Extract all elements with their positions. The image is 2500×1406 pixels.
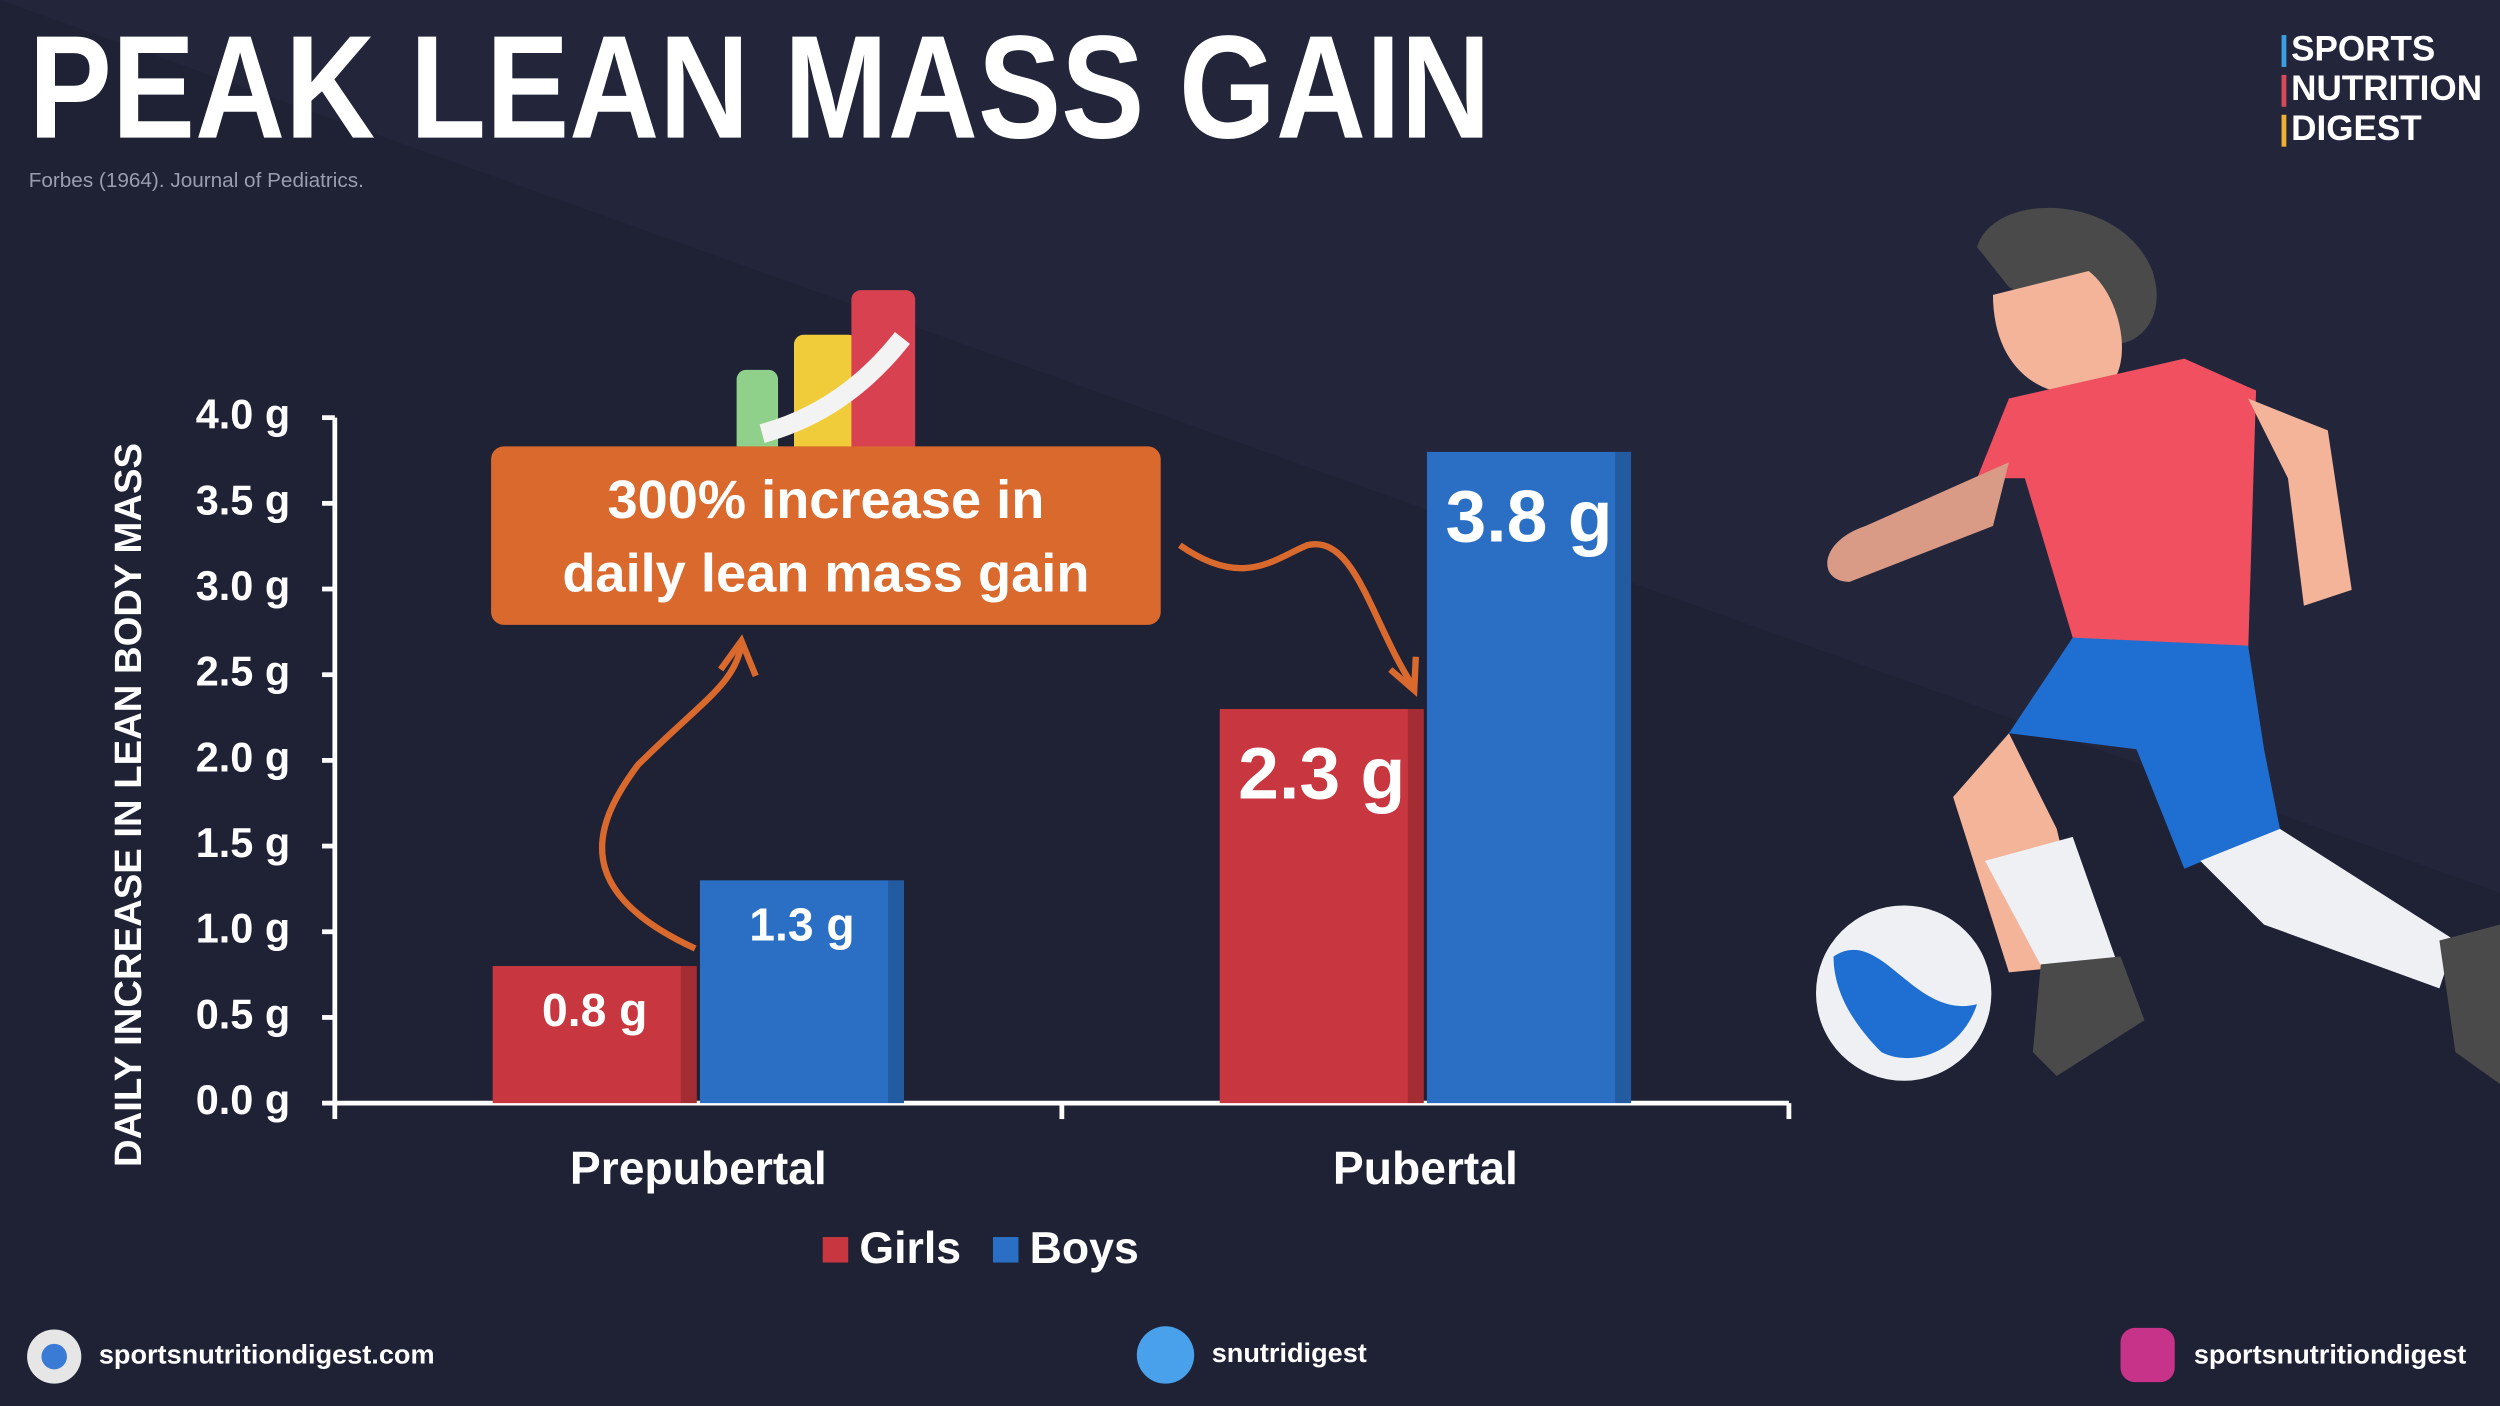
bar (699, 880, 905, 1104)
arrow-head (1388, 656, 1420, 697)
brand-logo: SPORTS NUTRITION DIGEST (2281, 29, 2482, 148)
y-axis-label: DAILY INCREASE IN LEAN BODY MASS (107, 443, 150, 1167)
shoe (2032, 956, 2145, 1077)
legend-swatch (822, 1237, 849, 1263)
y-tick-label: 3.5 g (196, 476, 290, 523)
brand-stripe (2281, 35, 2287, 67)
x-tick-label: Prepubertal (570, 1142, 827, 1194)
bar-edge (888, 880, 905, 1104)
brand-text: SPORTS (2291, 29, 2435, 68)
icon-bar (851, 290, 916, 460)
icon-bar (736, 369, 779, 460)
brand-stripe (2281, 114, 2287, 147)
instagram-icon (2120, 1327, 2175, 1383)
icon-arrow (759, 332, 910, 443)
head (1992, 270, 2122, 395)
bar-edge (1407, 708, 1424, 1104)
annotation-text: 300% increase in (607, 470, 1044, 530)
annotation-arrow (1178, 541, 1416, 688)
arrow-head (718, 634, 759, 678)
annotation-arrow (599, 644, 745, 952)
annotation: 300% increase in daily lean mass gain (491, 290, 1420, 952)
shirt (1977, 358, 2257, 654)
sock (1985, 836, 2121, 981)
player-illustration (1816, 207, 2500, 1084)
brand-stripe (2281, 74, 2287, 107)
shoe (2439, 924, 2500, 1084)
legend-label: Boys (1030, 1224, 1139, 1273)
sock (2200, 828, 2456, 989)
x-tick-label: Pubertal (1333, 1142, 1518, 1194)
shorts (2008, 637, 2280, 869)
footer: sportsnutritiondigest.com snutridigest s… (27, 1326, 2466, 1384)
title: PEAK LEAN MASS GAIN (29, 6, 1491, 170)
y-tick-label: 0.5 g (196, 990, 290, 1037)
y-tick-label: 1.5 g (196, 819, 290, 866)
twitter-icon (1136, 1326, 1195, 1384)
legend-swatch (992, 1237, 1019, 1263)
bar (1426, 451, 1632, 1104)
y-tick-label: 2.0 g (196, 733, 290, 780)
value-label: 1.3 g (749, 898, 854, 950)
bar (1219, 708, 1424, 1104)
annotation-box (491, 446, 1161, 625)
background-shade (0, 0, 2500, 893)
value-label: 2.3 g (1238, 732, 1405, 814)
value-label: 0.8 g (542, 984, 647, 1036)
footer-instagram: sportsnutritiondigest (2194, 1339, 2466, 1370)
y-tick-label: 4.0 g (196, 391, 290, 438)
footer-website: sportsnutritiondigest.com (99, 1339, 435, 1370)
bar (492, 966, 697, 1104)
ball-pattern (1833, 949, 1978, 1059)
y-tick-label: 3.0 g (196, 562, 290, 609)
footer-twitter: snutridigest (1212, 1337, 1367, 1368)
legend-label: Girls (859, 1224, 961, 1273)
annotation-text: daily lean mass gain (562, 543, 1089, 603)
chrome-icon-center (41, 1343, 67, 1370)
y-tick-label: 1.0 g (196, 905, 290, 952)
subtitle: Forbes (1964). Journal of Pediatrics. (29, 169, 364, 192)
brand-text: DIGEST (2291, 109, 2422, 148)
arm (2248, 398, 2352, 606)
chart: 0.0 g 0.5 g 1.0 g 1.5 g 2.0 g 2.5 g 3.0 g 3.5 g… (196, 391, 1792, 1273)
brand-text: NUTRITION (2291, 69, 2482, 108)
bar-edge (680, 966, 697, 1104)
arm (1827, 462, 2009, 582)
value-label: 3.8 g (1445, 475, 1612, 557)
y-tick-label: 2.5 g (196, 648, 290, 695)
bar-edge (1615, 451, 1632, 1104)
y-tick-label: 0.0 g (196, 1076, 290, 1123)
